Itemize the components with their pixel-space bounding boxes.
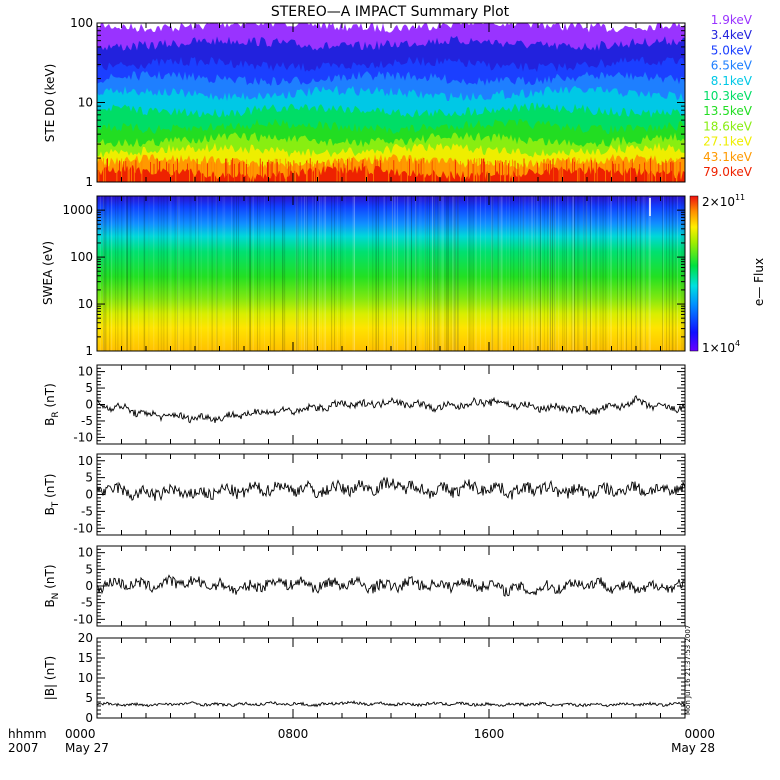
b-frame bbox=[96, 364, 686, 445]
b-trace bbox=[96, 700, 686, 708]
ste-legend-entry: 18.6keV bbox=[703, 119, 753, 133]
ste-y-ticks: 1 10 100 bbox=[70, 16, 685, 189]
bmag-panel: 0 5 10 15 20 |B| (nT) bbox=[43, 631, 686, 725]
ste-legend-entry: 27.1keV bbox=[703, 135, 753, 149]
b-trace bbox=[96, 394, 685, 424]
b-ytick-label: -5 bbox=[81, 596, 93, 610]
b-ytick-label: -5 bbox=[81, 504, 93, 518]
swea-spectrogram bbox=[97, 196, 685, 351]
b-ytick-label: 10 bbox=[78, 546, 93, 560]
ste-legend-entry: 8.1keV bbox=[711, 74, 753, 88]
b-ytick-label: 20 bbox=[78, 631, 93, 645]
b-trace bbox=[96, 476, 686, 501]
chart-title: STEREO—A IMPACT Summary Plot bbox=[271, 4, 510, 20]
b-ylabel: BT (nT) bbox=[43, 474, 61, 516]
date-label: May 27 bbox=[65, 741, 109, 755]
timestamp-stamp: Mon Jul 16 21:37:53 2007 bbox=[684, 625, 692, 715]
swea-panel: 1 10 100 1000 SWEA (eV) 2×1011 1×104 e— Flu… bbox=[41, 193, 766, 358]
swea-ytick-label: 10 bbox=[78, 297, 93, 311]
time-label: 0000 bbox=[684, 727, 715, 741]
bn-panel: -10 -5 0 5 10 BN (nT) bbox=[43, 545, 686, 627]
b-ytick-label: -10 bbox=[73, 521, 93, 535]
bt-panel: -10 -5 0 5 10 BT (nT) bbox=[43, 453, 686, 536]
b-ytick-label: 5 bbox=[85, 471, 93, 485]
b-ytick-label: 10 bbox=[78, 454, 93, 468]
b-ytick-label: 10 bbox=[78, 671, 93, 685]
time-label: 0000 bbox=[65, 727, 96, 741]
b-ytick-label: -10 bbox=[73, 430, 93, 444]
ste-legend-entry: 6.5keV bbox=[711, 59, 753, 73]
ste-energy-bands bbox=[97, 23, 685, 183]
b-ytick-label: 5 bbox=[85, 381, 93, 395]
b-ylabel: BN (nT) bbox=[43, 564, 61, 607]
time-corner-top: hhmm bbox=[8, 727, 47, 741]
ste-legend-entry: 43.1keV bbox=[703, 150, 753, 164]
b-ytick-label: 10 bbox=[78, 365, 93, 379]
b-frame bbox=[96, 545, 686, 627]
b-ytick-label: 5 bbox=[85, 691, 93, 705]
ste-legend-entry: 3.4keV bbox=[711, 28, 753, 42]
b-ytick-label: 5 bbox=[85, 562, 93, 576]
swea-ylabel: SWEA (eV) bbox=[41, 241, 55, 305]
ste-ytick-label: 10 bbox=[78, 96, 93, 110]
swea-ytick-label: 100 bbox=[70, 250, 93, 264]
colorbar-min-label: 1×104 bbox=[702, 339, 740, 355]
colorbar-label: e— Flux bbox=[752, 258, 766, 306]
b-trace bbox=[96, 574, 686, 597]
time-label: 1600 bbox=[474, 727, 505, 741]
b-ytick-label: -10 bbox=[73, 612, 93, 626]
date-label: May 28 bbox=[671, 741, 715, 755]
ste-legend-entry: 79.0keV bbox=[703, 165, 753, 179]
ste-ylabel: STE D0 (keV) bbox=[43, 64, 57, 143]
b-ytick-label: -5 bbox=[81, 414, 93, 428]
br-panel: -10 -5 0 5 10 BR (nT) bbox=[43, 364, 686, 445]
b-ytick-label: 15 bbox=[78, 651, 93, 665]
ste-legend-entry: 10.3keV bbox=[703, 89, 753, 103]
ste-legend-entry: 5.0keV bbox=[711, 43, 753, 57]
b-ylabel: |B| (nT) bbox=[43, 656, 57, 700]
b-ytick-label: 0 bbox=[85, 398, 93, 412]
swea-ytick-label: 1 bbox=[85, 344, 93, 358]
swea-streaks bbox=[99, 196, 685, 351]
b-ytick-label: 0 bbox=[85, 711, 93, 725]
swea-y-ticks: 1 10 100 1000 bbox=[62, 195, 685, 358]
ste-legend-entry: 1.9keV bbox=[711, 13, 753, 27]
swea-ytick-label: 1000 bbox=[62, 203, 93, 217]
ste-ytick-label: 1 bbox=[85, 175, 93, 189]
ste-ytick-label: 100 bbox=[70, 16, 93, 30]
colorbar-max-label: 2×1011 bbox=[702, 193, 745, 209]
ste-legend-entry: 13.5keV bbox=[703, 104, 753, 118]
b-ylabel: BR (nT) bbox=[43, 383, 61, 426]
time-label: 0800 bbox=[278, 727, 309, 741]
time-corner-bottom: 2007 bbox=[8, 741, 39, 755]
b-ytick-label: 0 bbox=[85, 579, 93, 593]
b-ytick-label: 0 bbox=[85, 488, 93, 502]
colorbar bbox=[689, 195, 699, 352]
